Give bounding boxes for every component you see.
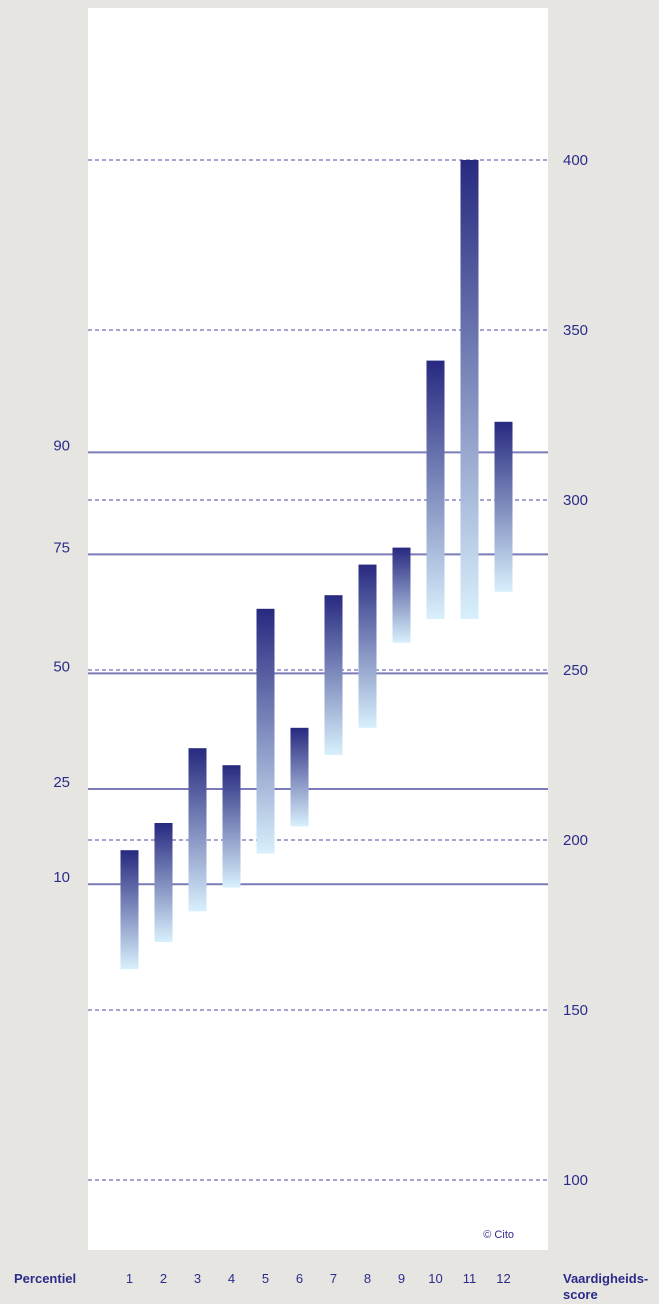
x-tick-label-1: 1 (126, 1271, 133, 1286)
y-axis-title-line-1: Vaardigheids- (563, 1271, 648, 1286)
x-axis-title: Percentiel (14, 1271, 76, 1286)
bar-9 (392, 547, 411, 643)
bar-11 (460, 160, 479, 619)
x-tick-label-11: 11 (463, 1271, 477, 1286)
percentile-label-10: 10 (53, 869, 70, 886)
y-axis-title-line-2: score (563, 1287, 598, 1302)
percentile-label-90: 90 (53, 437, 70, 454)
bar-5 (256, 608, 275, 854)
x-tick-label-6: 6 (296, 1271, 303, 1286)
bar-1 (120, 850, 139, 970)
x-tick-label-9: 9 (398, 1271, 405, 1286)
x-tick-label-4: 4 (228, 1271, 235, 1286)
x-tick-label-7: 7 (330, 1271, 337, 1286)
bar-7 (324, 595, 343, 755)
y-tick-label-150: 150 (563, 1002, 588, 1019)
y-tick-label-200: 200 (563, 832, 588, 849)
bar-12 (494, 421, 513, 592)
percentile-label-75: 75 (53, 539, 70, 556)
bar-10 (426, 360, 445, 619)
bars (120, 160, 513, 970)
x-tick-label-3: 3 (194, 1271, 201, 1286)
y-tick-label-300: 300 (563, 492, 588, 509)
y-tick-label-250: 250 (563, 662, 588, 679)
y-tick-label-400: 400 (563, 152, 588, 169)
y-tick-label-350: 350 (563, 322, 588, 339)
plot-area (88, 8, 548, 1250)
bar-3 (188, 748, 207, 912)
percentile-label-50: 50 (53, 658, 70, 675)
y-tick-label-100: 100 (563, 1172, 588, 1189)
bar-2 (154, 823, 173, 942)
x-tick-label-5: 5 (262, 1271, 269, 1286)
bar-6 (290, 727, 309, 827)
copyright-label: © Cito (483, 1229, 514, 1241)
x-tick-label-10: 10 (428, 1271, 442, 1286)
x-tick-label-8: 8 (364, 1271, 371, 1286)
x-tick-label-12: 12 (496, 1271, 510, 1286)
bar-4 (222, 765, 241, 888)
percentile-label-25: 25 (53, 774, 70, 791)
x-tick-label-2: 2 (160, 1271, 167, 1286)
bar-8 (358, 564, 377, 728)
